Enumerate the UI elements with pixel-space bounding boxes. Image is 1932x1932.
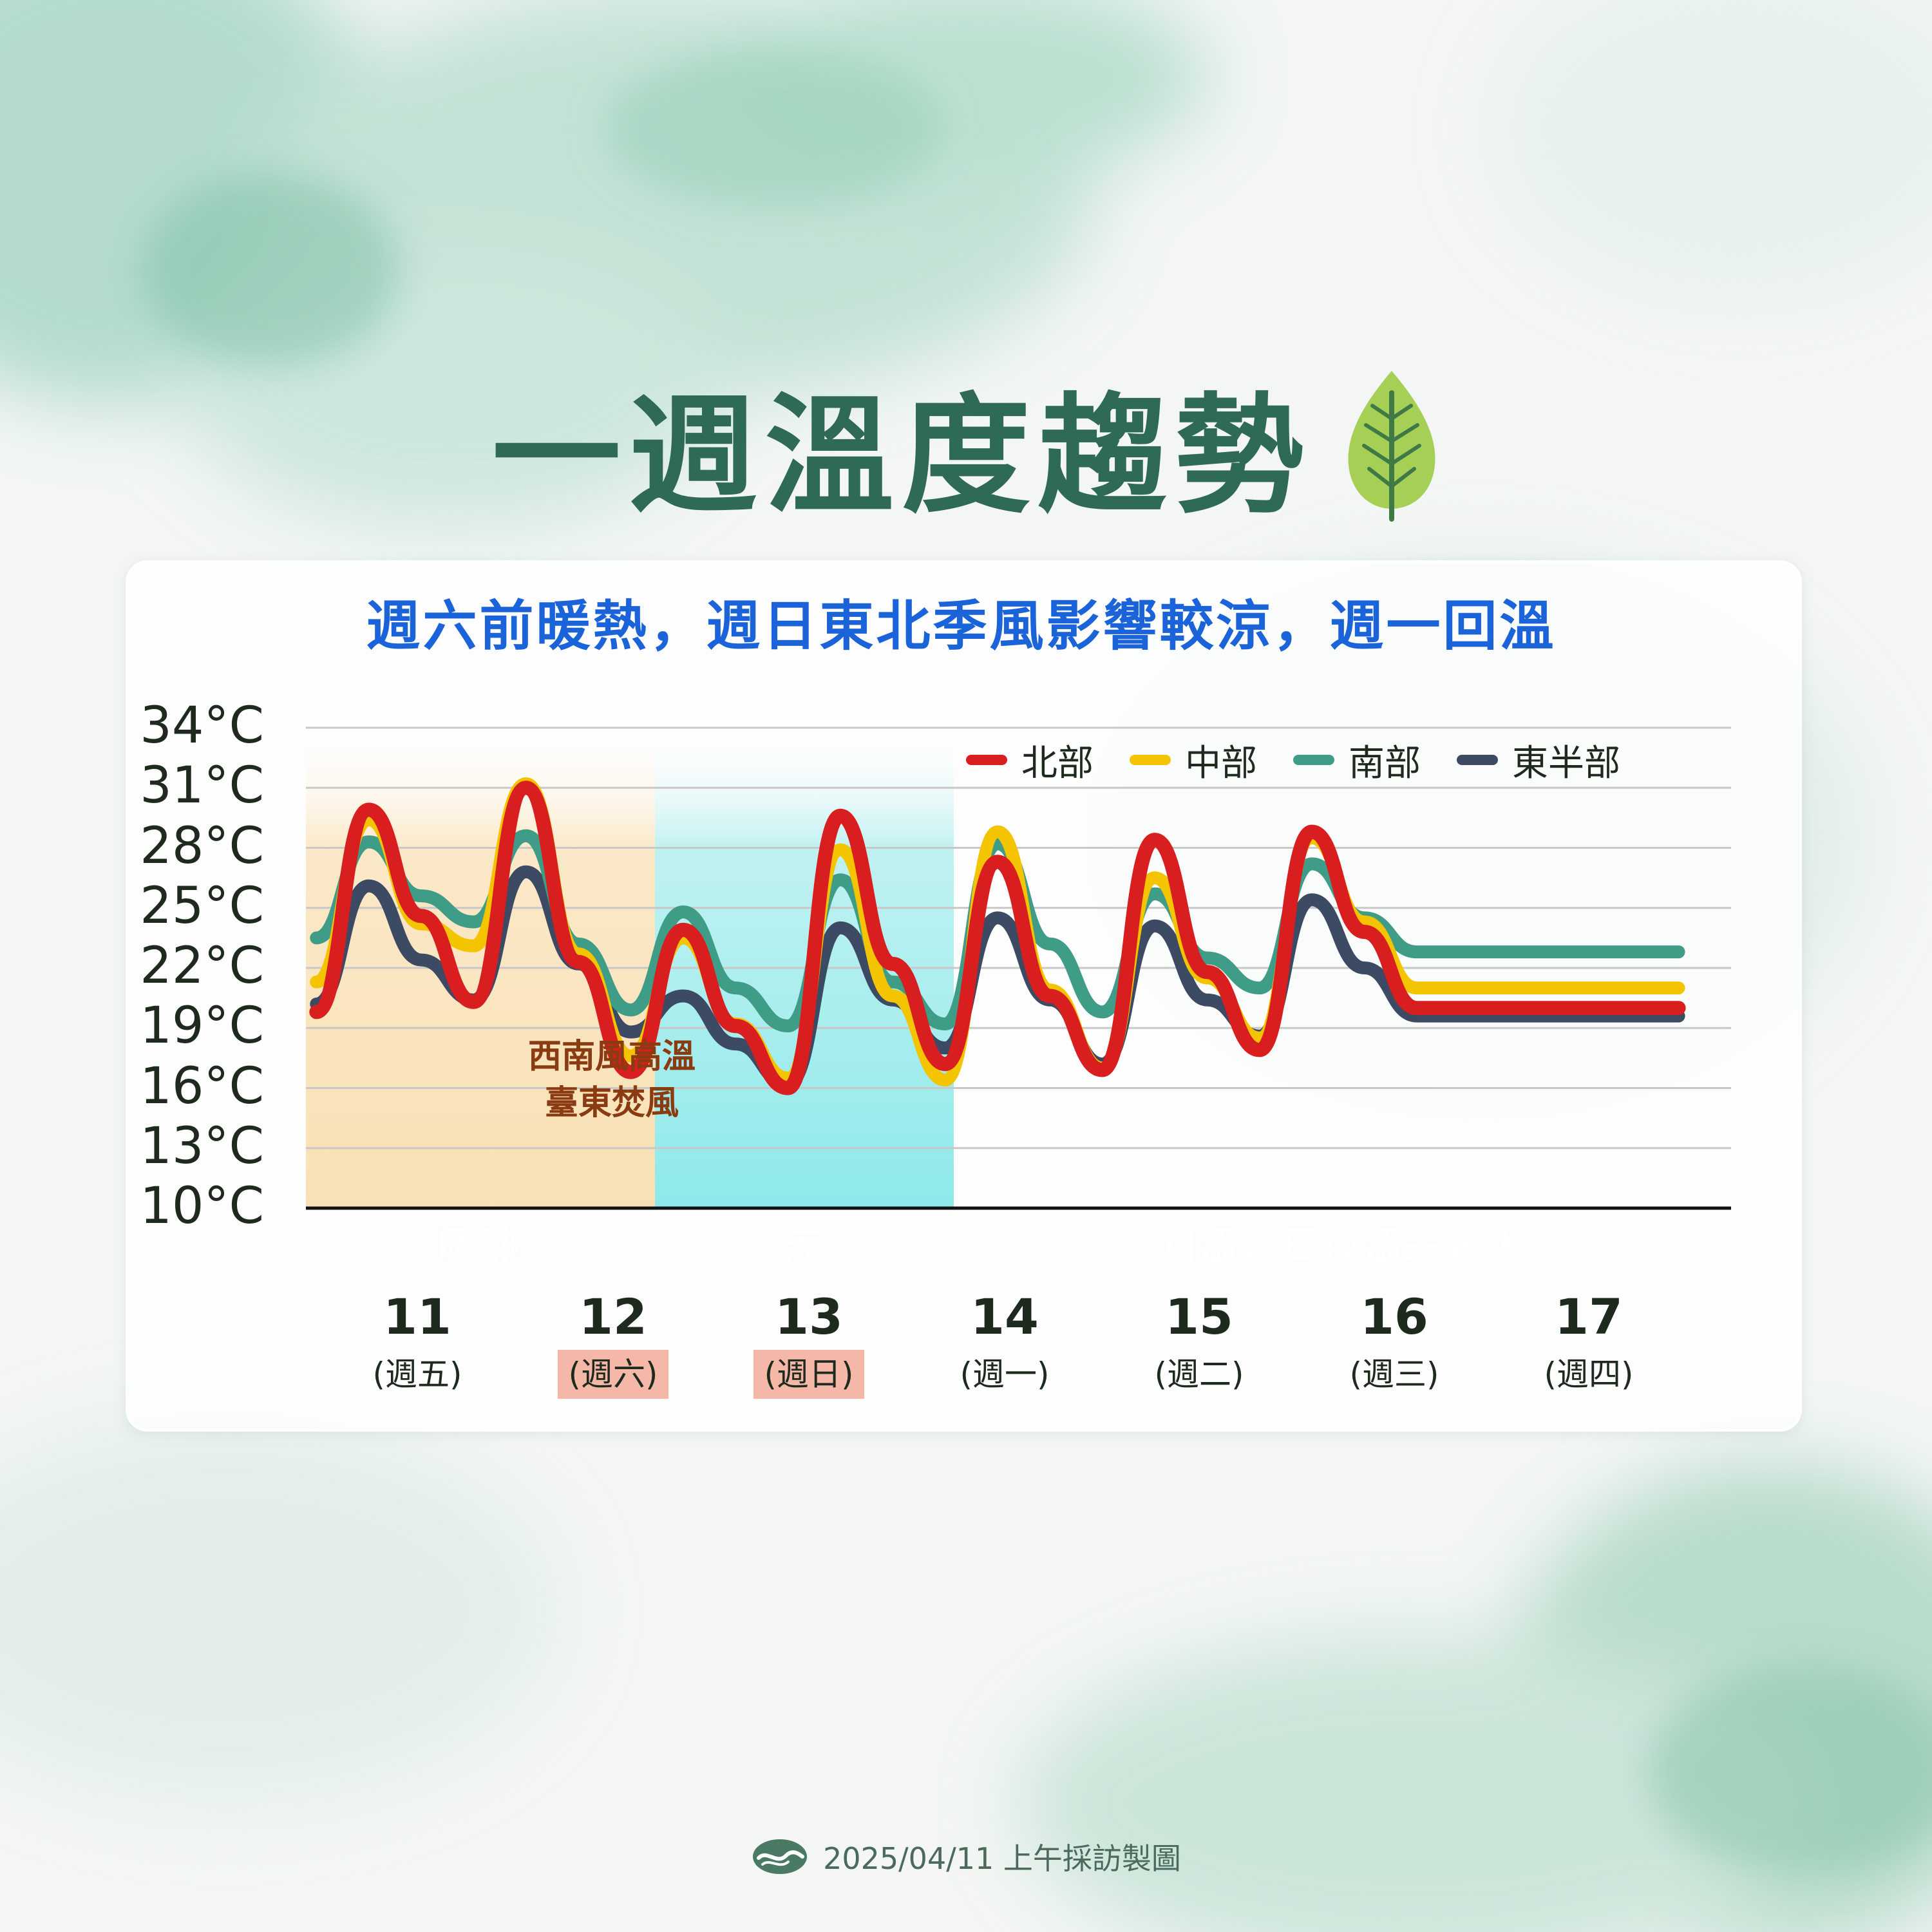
annotation-line-2: 臺東焚風 — [544, 1084, 679, 1122]
legend-label: 北部 — [1021, 742, 1094, 784]
north-series-line — [309, 781, 1686, 1095]
band-warming: 回溫，日夜溫差較大 — [954, 1213, 1731, 1273]
day-date: 14 — [971, 1288, 1039, 1345]
legend-label: 中部 — [1185, 742, 1257, 784]
legend-swatch — [966, 755, 1007, 765]
day-date: 13 — [775, 1288, 843, 1345]
y-tick-label: 16°C — [140, 1057, 264, 1115]
footer: 2025/04/11 上午採訪製圖 — [0, 1831, 1932, 1882]
footer-text: 2025/04/11 上午採訪製圖 — [823, 1841, 1181, 1876]
y-tick-label: 28°C — [140, 817, 264, 875]
day-13: 13 (週日) — [738, 1288, 880, 1399]
chart-subtitle: 週六前暖熱，週日東北季風影響較涼，週一回溫 — [366, 594, 1557, 658]
y-tick-label: 10°C — [140, 1177, 264, 1235]
day-weekday: (週五) — [372, 1356, 462, 1393]
legend-swatch — [1293, 755, 1334, 765]
day-15: 15 (週二) — [1128, 1288, 1270, 1399]
y-tick-label: 31°C — [140, 757, 264, 815]
band-cool: 涼 — [655, 1213, 954, 1273]
chart-legend: 北部 中部 南部 東半部 — [966, 734, 1620, 786]
legend-item: 東半部 — [1457, 734, 1620, 786]
band-warming-label: 回溫，日夜溫差較大 — [1157, 1224, 1528, 1269]
day-weekday: (週二) — [1154, 1356, 1244, 1393]
y-tick-label: 22°C — [140, 937, 264, 995]
legend-swatch — [1457, 755, 1498, 765]
page-title: 一週溫度趨勢 — [491, 381, 1311, 531]
legend-item: 南部 — [1293, 734, 1421, 786]
band-cool-label: 涼 — [784, 1224, 825, 1269]
day-14: 14 (週一) — [934, 1288, 1075, 1399]
legend-swatch — [1130, 755, 1171, 765]
day-date: 11 — [383, 1288, 451, 1345]
day-16: 16 (週三) — [1323, 1288, 1465, 1399]
y-tick-label: 34°C — [140, 697, 264, 755]
cwa-logo-icon — [753, 1839, 808, 1874]
y-tick-label: 19°C — [140, 997, 264, 1056]
title-row: 一週溫度趨勢 — [0, 361, 1932, 531]
y-tick-label: 13°C — [140, 1117, 264, 1175]
day-weekday: (週六) — [558, 1350, 668, 1399]
day-weekday: (週四) — [1544, 1356, 1634, 1393]
annotation-line-1: 西南風高溫 — [527, 1037, 696, 1076]
legend-label: 東半部 — [1512, 742, 1620, 784]
day-17: 17 (週四) — [1518, 1288, 1660, 1399]
day-12: 12 (週六) — [542, 1288, 684, 1399]
day-date: 17 — [1555, 1288, 1623, 1345]
leaf-icon — [1348, 371, 1435, 522]
day-date: 15 — [1165, 1288, 1233, 1345]
day-weekday: (週三) — [1349, 1356, 1439, 1393]
day-date: 12 — [579, 1288, 647, 1345]
day-date: 16 — [1360, 1288, 1428, 1345]
foehn-annotation: 西南風高溫 臺東焚風 — [489, 1034, 734, 1126]
legend-label: 南部 — [1349, 742, 1421, 784]
band-warm-label: 暖熱 — [439, 1224, 522, 1269]
y-tick-label: 25°C — [140, 876, 264, 935]
legend-item: 北部 — [966, 734, 1094, 786]
legend-item: 中部 — [1130, 734, 1257, 786]
band-warm: 暖熱 — [306, 1213, 655, 1273]
day-11: 11 (週五) — [346, 1288, 488, 1399]
day-weekday: (週一) — [960, 1356, 1050, 1393]
day-weekday: (週日) — [753, 1350, 864, 1399]
